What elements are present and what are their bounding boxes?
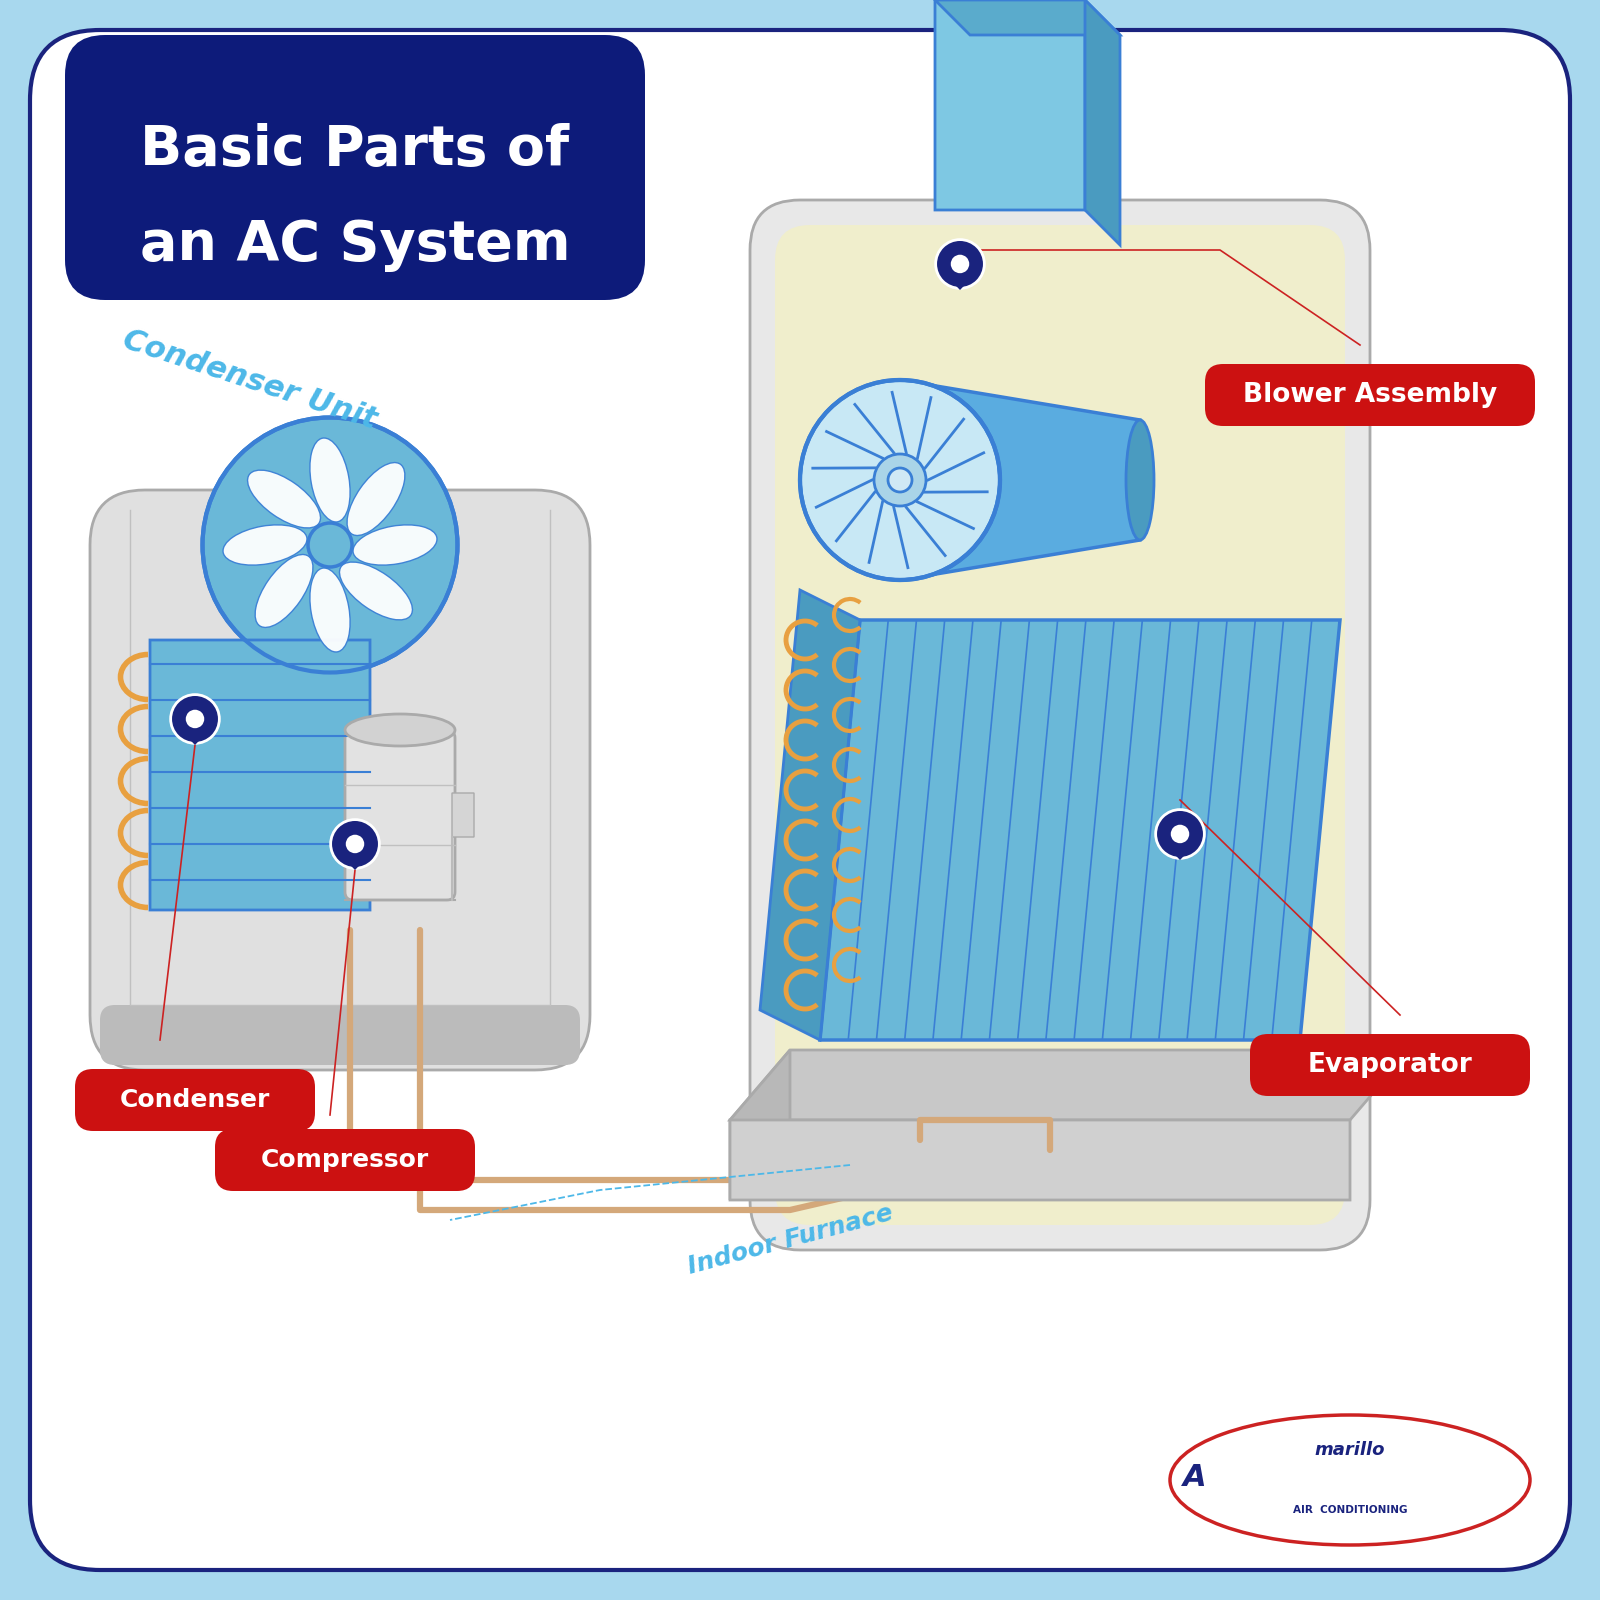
Text: Condenser: Condenser <box>120 1088 270 1112</box>
FancyBboxPatch shape <box>730 1120 1350 1200</box>
Ellipse shape <box>1126 419 1154 541</box>
Ellipse shape <box>346 714 454 746</box>
Text: Evaporator: Evaporator <box>1307 1053 1472 1078</box>
FancyBboxPatch shape <box>1250 1034 1530 1096</box>
Text: A: A <box>1182 1464 1206 1493</box>
Ellipse shape <box>254 555 314 627</box>
Text: Basic Parts of: Basic Parts of <box>141 123 570 178</box>
FancyBboxPatch shape <box>346 730 454 899</box>
Ellipse shape <box>248 470 320 528</box>
Circle shape <box>950 254 970 274</box>
Text: Condenser Unit: Condenser Unit <box>120 325 381 435</box>
Ellipse shape <box>339 562 413 619</box>
FancyBboxPatch shape <box>934 0 1085 210</box>
Circle shape <box>1171 824 1189 843</box>
Polygon shape <box>934 0 1120 35</box>
Ellipse shape <box>203 418 458 672</box>
Polygon shape <box>939 269 981 290</box>
Circle shape <box>1155 810 1205 858</box>
FancyBboxPatch shape <box>774 226 1346 1226</box>
Circle shape <box>186 710 205 728</box>
Circle shape <box>936 240 984 288</box>
Polygon shape <box>730 1050 1410 1120</box>
Circle shape <box>888 467 912 493</box>
FancyBboxPatch shape <box>451 794 474 837</box>
Ellipse shape <box>347 462 405 536</box>
Ellipse shape <box>310 568 350 651</box>
FancyBboxPatch shape <box>1205 365 1534 426</box>
Polygon shape <box>899 379 1139 581</box>
FancyBboxPatch shape <box>75 1069 315 1131</box>
Polygon shape <box>174 723 214 746</box>
Circle shape <box>331 819 379 869</box>
FancyBboxPatch shape <box>750 200 1370 1250</box>
Polygon shape <box>334 850 374 870</box>
Text: Indoor Furnace: Indoor Furnace <box>685 1202 896 1278</box>
Circle shape <box>800 379 1000 579</box>
Polygon shape <box>1160 838 1200 861</box>
FancyBboxPatch shape <box>99 1005 579 1066</box>
Polygon shape <box>1085 0 1120 245</box>
Ellipse shape <box>354 525 437 565</box>
Text: Blower Assembly: Blower Assembly <box>1243 382 1498 408</box>
Ellipse shape <box>310 438 350 522</box>
FancyBboxPatch shape <box>214 1130 475 1190</box>
Text: Compressor: Compressor <box>261 1149 429 1171</box>
Circle shape <box>874 454 926 506</box>
Text: an AC System: an AC System <box>139 218 570 272</box>
Polygon shape <box>730 1050 790 1200</box>
Circle shape <box>171 694 219 744</box>
Polygon shape <box>819 619 1341 1040</box>
FancyBboxPatch shape <box>66 35 645 301</box>
Circle shape <box>346 835 365 853</box>
FancyBboxPatch shape <box>150 640 370 910</box>
Ellipse shape <box>222 525 307 565</box>
FancyBboxPatch shape <box>30 30 1570 1570</box>
Text: AIR  CONDITIONING: AIR CONDITIONING <box>1293 1506 1408 1515</box>
FancyBboxPatch shape <box>90 490 590 1070</box>
Text: marillo: marillo <box>1315 1442 1386 1459</box>
Ellipse shape <box>1170 1414 1530 1546</box>
Circle shape <box>307 523 352 566</box>
Polygon shape <box>760 590 861 1040</box>
